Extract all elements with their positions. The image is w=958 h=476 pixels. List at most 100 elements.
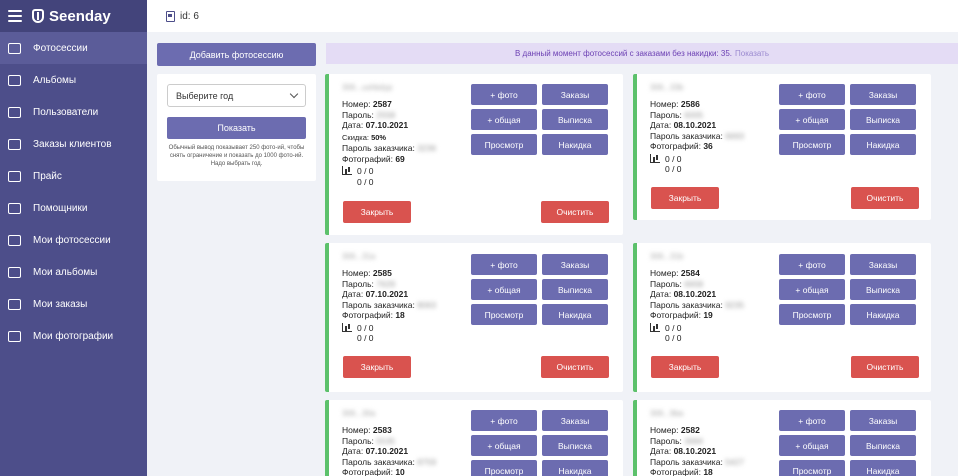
session-number: 2584 [680, 268, 700, 278]
sidebar-item-my-albums[interactable]: Мои альбомы [0, 256, 147, 288]
sidebar-item-my-orders[interactable]: Мои заказы [0, 288, 147, 320]
close-button[interactable]: Закрыть [651, 356, 719, 378]
add-common-button[interactable]: + общая [471, 109, 537, 130]
session-password: 6005 [684, 109, 704, 120]
client-password-label: Пароль заказчика: [650, 130, 723, 141]
session-password: 7629 [376, 278, 396, 289]
session-discount: 50% [371, 132, 387, 142]
extract-button[interactable]: Выписка [542, 435, 608, 456]
session-card: 306...31b Номер: 2584 Пароль: 6658 Дата:… [633, 243, 931, 392]
add-photo-button[interactable]: + фото [779, 84, 845, 105]
session-card: 306...30a Номер: 2583 Пароль: 5535 Дата:… [325, 400, 623, 476]
markup-button[interactable]: Накидка [542, 460, 608, 476]
add-photo-button[interactable]: + фото [471, 254, 537, 275]
extract-button[interactable]: Выписка [542, 279, 608, 300]
close-button[interactable]: Закрыть [343, 356, 411, 378]
chevron-down-icon [289, 89, 299, 99]
photos-label: Фотографий: [342, 467, 393, 476]
view-button[interactable]: Просмотр [779, 134, 845, 155]
extract-button[interactable]: Выписка [850, 279, 916, 300]
markup-button[interactable]: Накидка [542, 304, 608, 325]
close-button[interactable]: Закрыть [343, 201, 411, 223]
price-list-icon [8, 170, 21, 182]
markup-button[interactable]: Накидка [850, 304, 916, 325]
money-icon [8, 138, 21, 150]
discount-label: Скидка: [342, 132, 369, 142]
add-common-button[interactable]: + общая [779, 279, 845, 300]
sidebar-item-my-photosessions[interactable]: Мои фотосессии [0, 224, 147, 256]
clear-button[interactable]: Очистить [541, 356, 609, 378]
session-info: Номер: 2587 Пароль: 2558 Дата: 07.10.202… [342, 99, 436, 187]
session-date: 08.10.2021 [673, 289, 717, 299]
stat-line: 0 / 0 [357, 166, 374, 176]
markup-button[interactable]: Накидка [850, 460, 916, 476]
markup-button[interactable]: Накидка [850, 134, 916, 155]
add-photo-button[interactable]: + фото [779, 254, 845, 275]
sidebar-item-client-orders[interactable]: Заказы клиентов [0, 128, 147, 160]
sidebar-item-users[interactable]: Пользователи [0, 96, 147, 128]
add-photo-button[interactable]: + фото [471, 410, 537, 431]
session-name: 306...ushbdyp [342, 83, 393, 92]
session-info: Номер: 2584 Пароль: 6658 Дата: 08.10.202… [650, 268, 744, 344]
orders-button[interactable]: Заказы [850, 84, 916, 105]
orders-button[interactable]: Заказы [850, 410, 916, 431]
orders-button[interactable]: Заказы [542, 410, 608, 431]
close-button[interactable]: Закрыть [651, 187, 719, 209]
add-photo-button[interactable]: + фото [471, 84, 537, 105]
add-common-button[interactable]: + общая [779, 435, 845, 456]
session-name: 306...31a [342, 252, 376, 261]
number-label: Номер: [342, 425, 371, 435]
password-label: Пароль: [650, 109, 682, 120]
year-select[interactable]: Выберите год [167, 84, 306, 107]
add-common-button[interactable]: + общая [779, 109, 845, 130]
photos-count: 36 [703, 141, 713, 151]
add-common-button[interactable]: + общая [471, 435, 537, 456]
client-password: 5427 [725, 456, 745, 467]
notice-banner: В данный момент фотосессий с заказами бе… [326, 43, 958, 64]
users-icon [8, 106, 21, 118]
view-button[interactable]: Просмотр [471, 304, 537, 325]
orders-button[interactable]: Заказы [542, 254, 608, 275]
clear-button[interactable]: Очистить [851, 187, 919, 209]
stat-line: 0 / 0 [357, 176, 374, 187]
sidebar-item-albums[interactable]: Альбомы [0, 64, 147, 96]
year-filter-panel: Выберите год Показать Обычный вывод пока… [157, 74, 316, 181]
stat-line: 0 / 0 [665, 333, 682, 343]
sidebar-item-photosessions[interactable]: Фотосессии [0, 32, 147, 64]
orders-button[interactable]: Заказы [850, 254, 916, 275]
photos-label: Фотографий: [650, 141, 701, 151]
extract-button[interactable]: Выписка [542, 109, 608, 130]
view-button[interactable]: Просмотр [779, 460, 845, 476]
sidebar-item-my-photos[interactable]: Мои фотографии [0, 320, 147, 352]
notice-show-link[interactable]: Показать [735, 49, 770, 58]
menu-icon[interactable] [8, 10, 22, 22]
add-photosession-button[interactable]: Добавить фотосессию [157, 43, 316, 66]
session-password: 2558 [376, 109, 396, 120]
view-button[interactable]: Просмотр [471, 134, 537, 155]
photos-count: 10 [395, 467, 405, 476]
date-label: Дата: [650, 120, 672, 130]
sidebar-item-label: Мои альбомы [33, 266, 98, 278]
extract-button[interactable]: Выписка [850, 109, 916, 130]
sidebar-item-helpers[interactable]: Помощники [0, 192, 147, 224]
clear-button[interactable]: Очистить [851, 356, 919, 378]
date-label: Дата: [650, 446, 672, 456]
session-name: 306...33b [650, 83, 684, 92]
date-label: Дата: [342, 120, 364, 130]
add-common-button[interactable]: + общая [471, 279, 537, 300]
add-photo-button[interactable]: + фото [779, 410, 845, 431]
clear-button[interactable]: Очистить [541, 201, 609, 223]
logo-icon [32, 9, 44, 23]
show-button[interactable]: Показать [167, 117, 306, 139]
sidebar-item-price[interactable]: Прайс [0, 160, 147, 192]
markup-button[interactable]: Накидка [542, 134, 608, 155]
client-password-label: Пароль заказчика: [650, 299, 723, 310]
photos-icon [8, 330, 21, 342]
session-date: 08.10.2021 [673, 446, 717, 456]
view-button[interactable]: Просмотр [779, 304, 845, 325]
sidebar: Seenday Фотосессии Альбомы Пользователи … [0, 0, 147, 476]
extract-button[interactable]: Выписка [850, 435, 916, 456]
view-button[interactable]: Просмотр [471, 460, 537, 476]
orders-button[interactable]: Заказы [542, 84, 608, 105]
